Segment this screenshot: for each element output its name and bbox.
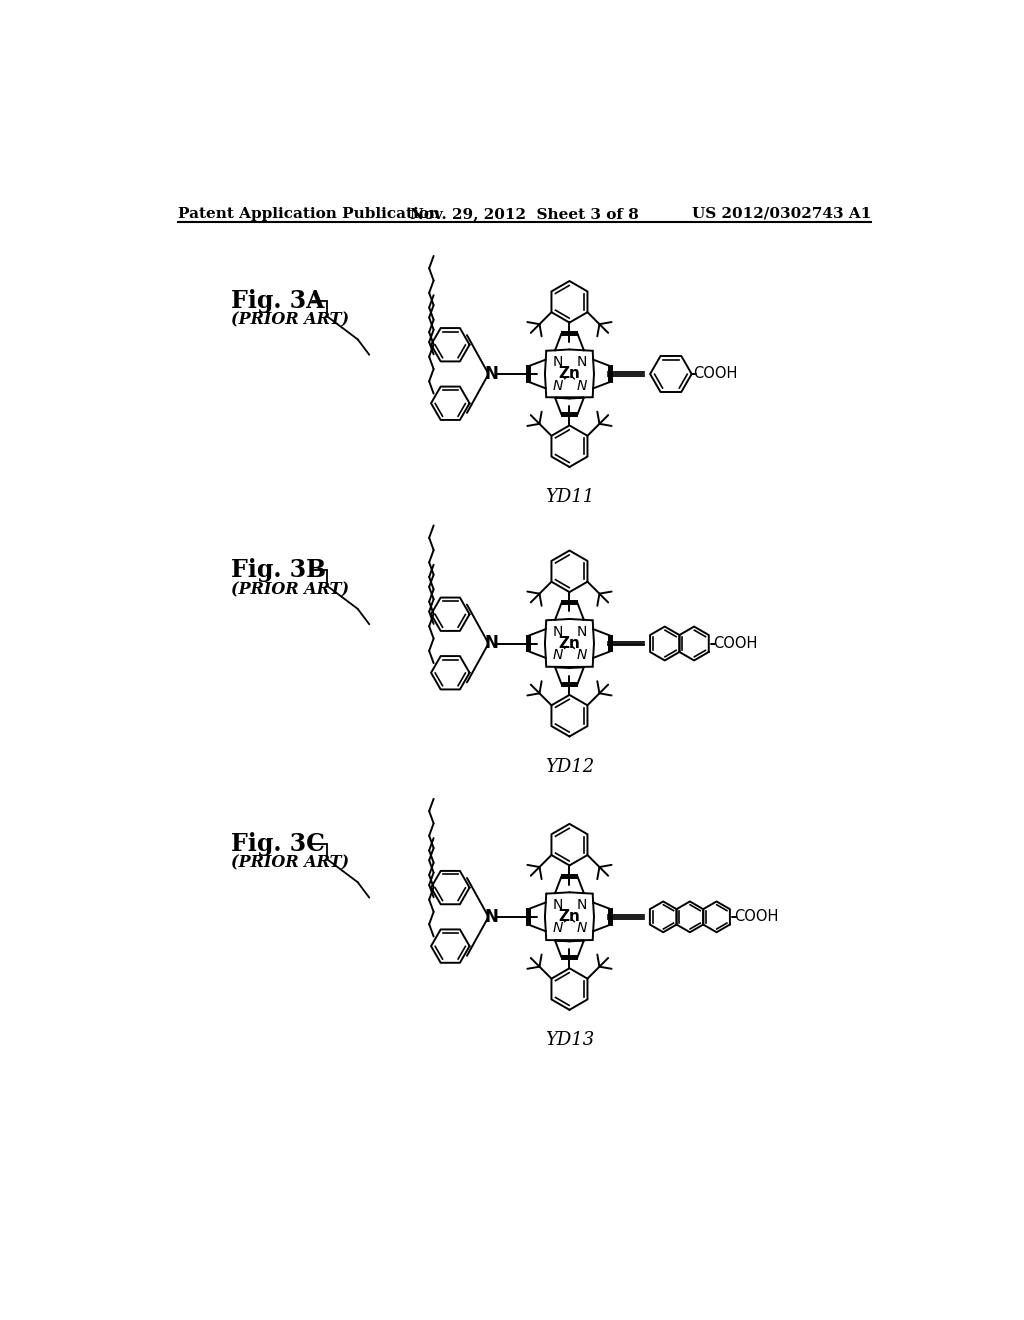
Text: US 2012/0302743 A1: US 2012/0302743 A1 bbox=[692, 207, 871, 220]
Text: COOH: COOH bbox=[713, 636, 757, 651]
Text: N: N bbox=[577, 379, 587, 392]
Text: N: N bbox=[577, 355, 587, 370]
Text: N: N bbox=[552, 355, 562, 370]
Text: N: N bbox=[552, 379, 562, 392]
Text: Fig. 3A: Fig. 3A bbox=[230, 289, 325, 313]
Text: N: N bbox=[484, 366, 498, 383]
Text: N: N bbox=[577, 921, 587, 936]
Text: N: N bbox=[577, 898, 587, 912]
Text: YD11: YD11 bbox=[545, 488, 594, 506]
Text: N: N bbox=[552, 648, 562, 663]
Text: N: N bbox=[552, 898, 562, 912]
Text: COOH: COOH bbox=[693, 367, 737, 381]
Text: Fig. 3B: Fig. 3B bbox=[230, 558, 326, 582]
Text: N: N bbox=[552, 921, 562, 936]
Text: Zn: Zn bbox=[558, 909, 581, 924]
Text: N: N bbox=[577, 624, 587, 639]
Text: Zn: Zn bbox=[558, 636, 581, 651]
Text: N: N bbox=[484, 908, 498, 925]
Text: YD12: YD12 bbox=[545, 758, 594, 776]
Text: Fig. 3C: Fig. 3C bbox=[230, 832, 325, 855]
Text: (PRIOR ART): (PRIOR ART) bbox=[230, 312, 349, 329]
Text: (PRIOR ART): (PRIOR ART) bbox=[230, 854, 349, 871]
Text: Nov. 29, 2012  Sheet 3 of 8: Nov. 29, 2012 Sheet 3 of 8 bbox=[411, 207, 639, 220]
Text: YD13: YD13 bbox=[545, 1031, 594, 1049]
Text: N: N bbox=[552, 624, 562, 639]
Text: N: N bbox=[577, 648, 587, 663]
Text: (PRIOR ART): (PRIOR ART) bbox=[230, 581, 349, 598]
Text: N: N bbox=[484, 635, 498, 652]
Text: Patent Application Publication: Patent Application Publication bbox=[178, 207, 440, 220]
Text: COOH: COOH bbox=[733, 909, 778, 924]
Text: Zn: Zn bbox=[558, 367, 581, 381]
